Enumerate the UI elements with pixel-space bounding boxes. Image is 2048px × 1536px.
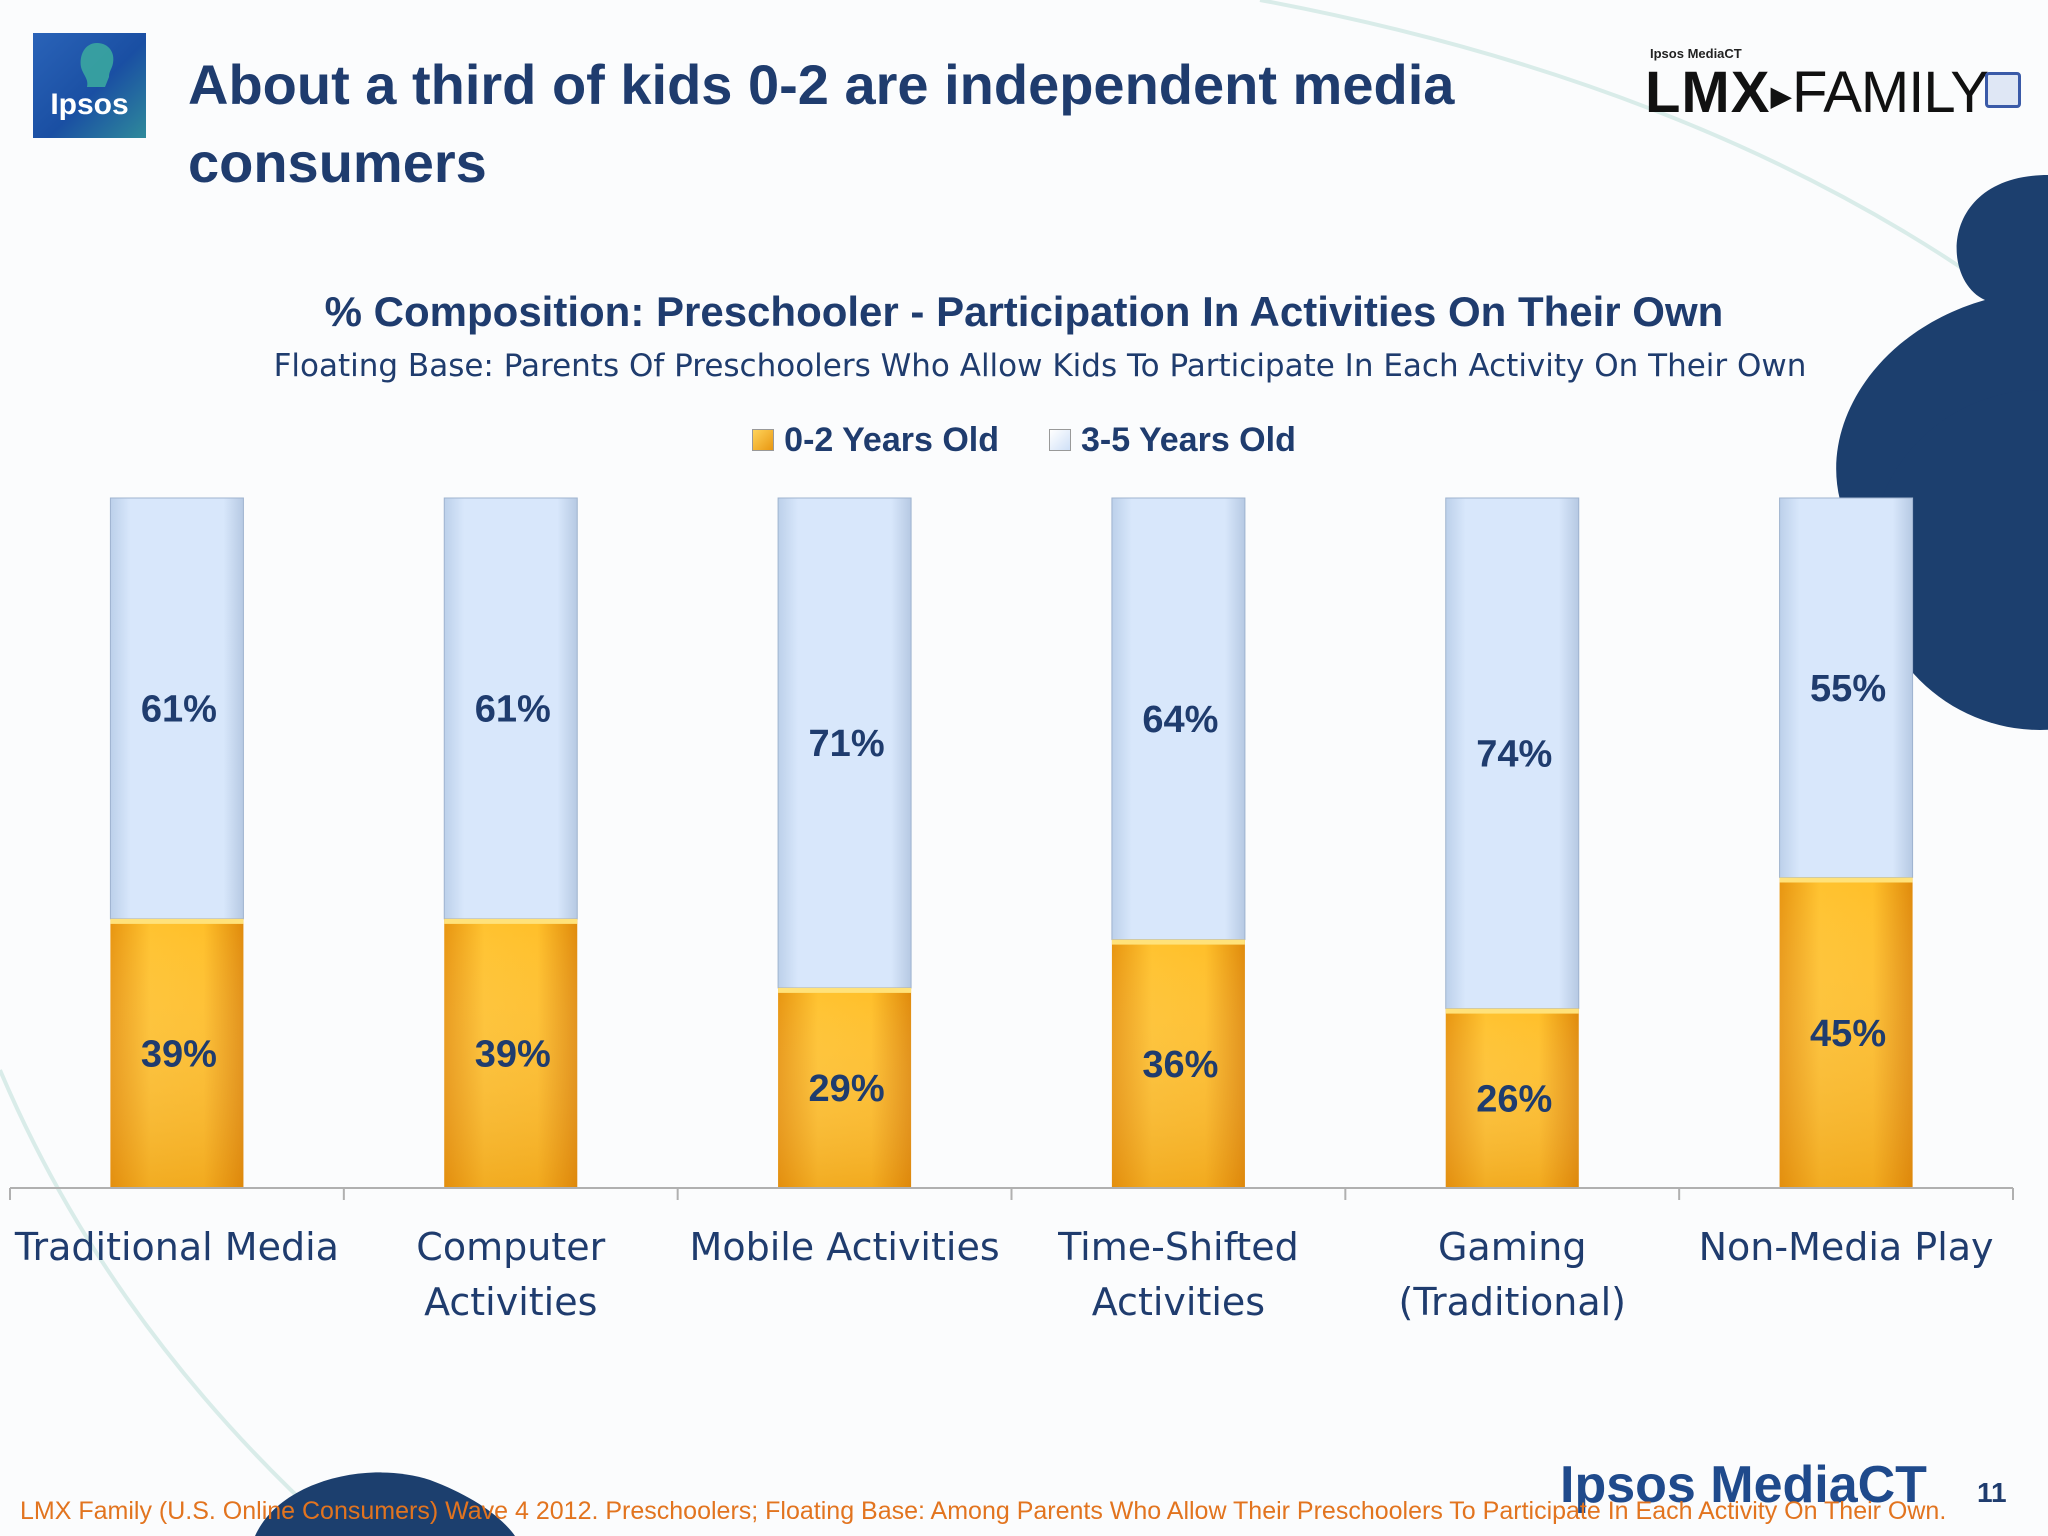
data-label-3-5-years: 61% xyxy=(141,688,217,730)
arrow-right-icon: ▶ xyxy=(1770,80,1792,112)
x-tick-label: Gaming xyxy=(1438,1225,1587,1269)
bars-group xyxy=(109,497,1914,1188)
legend-item-0-2: 0-2 Years Old xyxy=(752,421,999,460)
x-axis xyxy=(9,1187,2014,1200)
data-label-3-5-years: 74% xyxy=(1476,733,1552,775)
bar-3-5-years xyxy=(109,497,244,920)
bar-3-5-years xyxy=(443,497,578,920)
x-tick-label: (Traditional) xyxy=(1399,1280,1627,1324)
bar-3-5-years xyxy=(777,497,912,989)
data-label-0-2-years: 39% xyxy=(141,1033,217,1075)
data-label-3-5-years: 71% xyxy=(809,723,885,765)
bar-3-5-years xyxy=(1111,497,1246,941)
chart-title: % Composition: Preschooler - Participati… xyxy=(324,288,1724,335)
bar-0-2-shade xyxy=(110,918,244,1188)
lmx-family-text: FAMILY xyxy=(1791,60,1989,125)
legend-swatch-3-5 xyxy=(1049,429,1071,451)
page-number: 11 xyxy=(1977,1477,2007,1508)
page-title: About a third of kids 0-2 are independen… xyxy=(188,46,1568,202)
lmx-family-logo: Ipsos MediaCT LMX▶FAMILY xyxy=(1645,40,2030,130)
page-title-line-2: consumers xyxy=(188,131,487,194)
labels-group: 61% 39% Traditional Media 61% 39% Computer Act… xyxy=(14,668,1994,1324)
data-label-0-2-years: 36% xyxy=(1142,1044,1218,1086)
data-label-0-2-years: 26% xyxy=(1476,1078,1552,1120)
legend-label-3-5: 3-5 Years Old xyxy=(1081,420,1296,459)
bar-0-2-shade xyxy=(444,918,578,1188)
bar-0-2-highlight xyxy=(444,918,578,924)
bar-0-2-shade xyxy=(778,987,912,1188)
data-label-0-2-years: 39% xyxy=(475,1033,551,1075)
chart-subtitle: Floating Base: Parents Of Preschoolers W… xyxy=(273,348,1807,384)
bar-0-2-highlight xyxy=(1779,877,1913,883)
data-label-0-2-years: 29% xyxy=(809,1068,885,1110)
lmx-bold-text: LMX xyxy=(1645,60,1771,125)
bar-0-2-highlight xyxy=(1111,939,1245,945)
x-tick-label: Traditional Media xyxy=(14,1225,339,1269)
bar-0-2-highlight xyxy=(778,987,912,993)
data-label-3-5-years: 55% xyxy=(1810,668,1886,710)
ipsos-mediact-brand: Ipsos MediaCT xyxy=(1560,1456,1927,1514)
x-tick-label: Activities xyxy=(1092,1280,1265,1324)
head-silhouette-icon xyxy=(80,43,114,87)
family-icon xyxy=(1985,72,2021,108)
bar-0-2-shade xyxy=(1445,1008,1579,1188)
ipsos-logo-text: Ipsos xyxy=(50,88,129,121)
legend-label-0-2: 0-2 Years Old xyxy=(784,420,999,459)
chart-legend: 0-2 Years Old 3-5 Years Old xyxy=(0,420,2048,460)
bar-0-2-highlight xyxy=(110,918,244,924)
x-tick-label: Time-Shifted xyxy=(1057,1225,1299,1269)
data-label-3-5-years: 61% xyxy=(475,688,551,730)
bar-0-2-highlight xyxy=(1445,1008,1579,1014)
data-label-0-2-years: 45% xyxy=(1810,1013,1886,1055)
data-label-3-5-years: 64% xyxy=(1142,699,1218,741)
bar-3-5-years xyxy=(1779,497,1914,878)
x-tick-label: Activities xyxy=(424,1280,597,1324)
x-tick-label: Non-Media Play xyxy=(1699,1225,1994,1269)
lmx-wordmark: LMX▶FAMILY xyxy=(1645,60,1989,130)
bar-0-2-shade xyxy=(1111,939,1245,1188)
ipsos-logo: Ipsos xyxy=(33,33,146,138)
legend-swatch-0-2 xyxy=(752,429,775,451)
x-tick-label: Computer xyxy=(416,1225,605,1269)
legend-item-3-5: 3-5 Years Old xyxy=(1049,421,1296,460)
bar-3-5-years xyxy=(1445,497,1580,1010)
lmx-small-text: Ipsos MediaCT xyxy=(1650,46,1742,61)
page-title-line-1: About a third of kids 0-2 are independen… xyxy=(188,53,1455,116)
bar-0-2-shade xyxy=(1779,877,1913,1188)
footnote: LMX Family (U.S. Online Consumers) Wave … xyxy=(20,1497,1947,1525)
x-tick-label: Mobile Activities xyxy=(690,1225,1000,1269)
